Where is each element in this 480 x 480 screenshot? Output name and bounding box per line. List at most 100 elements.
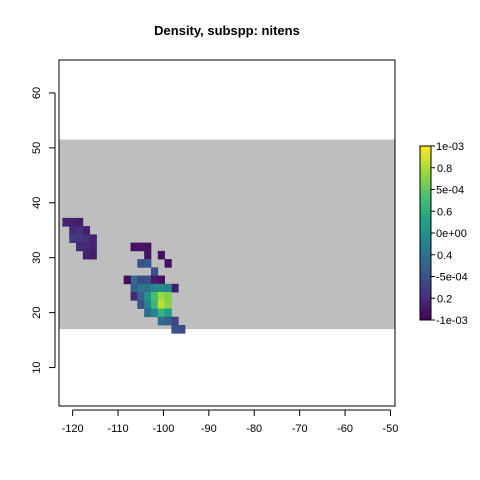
colorbar-segment <box>420 244 431 248</box>
density-cell <box>130 292 138 301</box>
colorbar-segment <box>420 180 431 185</box>
colorbar-segment <box>420 302 431 306</box>
background-band <box>59 139 395 330</box>
colorbar-segment <box>420 311 431 315</box>
colorbar-segment <box>420 154 431 159</box>
colorbar-segment <box>420 262 431 266</box>
x-tick-label: -60 <box>337 423 353 435</box>
density-cell <box>76 234 84 244</box>
colorbar-segment <box>420 293 431 298</box>
colorbar-segment <box>420 151 431 156</box>
colorbar-segment <box>420 250 431 254</box>
density-cell <box>171 316 179 326</box>
density-cell <box>164 300 172 309</box>
density-cell <box>157 292 165 301</box>
density-cell <box>82 226 91 235</box>
colorbar-segment <box>420 146 431 150</box>
density-cell <box>82 242 91 252</box>
density-cell <box>69 234 77 244</box>
colorbar-segment <box>420 172 431 176</box>
density-cell <box>89 234 97 244</box>
colorbar-segment <box>420 157 431 161</box>
colorbar-segment <box>420 259 431 263</box>
colorbar-segment <box>420 308 431 312</box>
y-tick-label: 10 <box>31 361 43 373</box>
density-cell <box>164 259 172 268</box>
density-cell <box>137 300 145 309</box>
colorbar-segment <box>420 177 431 182</box>
colorbar-segment <box>420 291 431 295</box>
colorbar-segment <box>420 279 431 283</box>
density-cell <box>123 275 131 285</box>
y-tick-label: 60 <box>31 87 43 99</box>
colorbar-segment <box>420 247 431 251</box>
colorbar-legend: -1e-03 -5e-04 0e+00 5e-04 1e-03 0.2 0.4 0.6 0.8 <box>419 141 468 327</box>
colorbar-segment <box>420 233 431 237</box>
colorbar-segment <box>420 186 431 190</box>
density-cell <box>144 275 152 285</box>
colorbar-segment <box>420 264 431 269</box>
x-tick-label: -80 <box>246 423 262 435</box>
density-cell <box>137 275 145 285</box>
density-cell <box>144 250 152 260</box>
density-cell <box>76 226 84 235</box>
y-tick-label: 30 <box>31 252 43 264</box>
colorbar-segment <box>420 198 431 202</box>
x-tick-label: -90 <box>201 423 217 435</box>
colorbar-tick-label: -1e-03 <box>436 315 468 327</box>
colorbar-segment <box>420 189 431 193</box>
density-cell <box>76 242 84 252</box>
colorbar-segment <box>420 282 431 286</box>
chart-title: Density, subspp: nitens <box>154 23 300 38</box>
colorbar-segment <box>420 235 431 240</box>
density-cell <box>76 217 84 227</box>
colorbar-segment <box>420 160 431 164</box>
density-cell <box>144 283 152 293</box>
colorbar-segment <box>420 276 431 280</box>
colorbar-segment <box>420 230 431 234</box>
colorbar-segment <box>420 224 431 228</box>
density-cell <box>178 324 186 334</box>
plot-frame <box>58 59 396 407</box>
colorbar-segment <box>420 195 431 199</box>
density-cell <box>130 275 138 285</box>
colorbar-tick-label: 0.6 <box>437 206 452 218</box>
colorbar-segment <box>420 221 431 225</box>
colorbar-segment <box>420 267 431 272</box>
density-cell <box>89 242 97 252</box>
density-cell <box>164 292 172 301</box>
density-cell <box>82 234 91 244</box>
density-cell <box>157 308 165 318</box>
x-tick-label: -110 <box>107 423 128 435</box>
density-cell <box>171 283 179 293</box>
density-cell <box>62 217 70 227</box>
density-cell <box>137 283 145 293</box>
colorbar-segment <box>420 270 431 275</box>
colorbar-segment <box>420 175 431 179</box>
density-cell <box>144 242 152 252</box>
density-cell <box>157 250 165 260</box>
colorbar-tick-label: 1e-03 <box>436 141 464 153</box>
colorbar-segment <box>420 183 431 188</box>
density-cell <box>171 324 179 334</box>
colorbar-segment <box>420 305 431 309</box>
x-axis: -120 -110 -100 -90 -80 -70 -60 -50 <box>62 409 399 435</box>
colorbar-segment <box>420 166 431 170</box>
colorbar-segment <box>420 238 431 243</box>
x-tick-label: -50 <box>383 423 399 435</box>
plot-area <box>59 139 395 330</box>
colorbar-segment <box>420 285 431 289</box>
colorbar-segment <box>420 299 431 304</box>
colorbar-segment <box>420 317 431 321</box>
density-cell <box>137 292 145 301</box>
density-cell <box>144 300 152 309</box>
colorbar-tick-label: -5e-04 <box>436 272 468 284</box>
colorbar-segment <box>420 288 431 292</box>
density-cell <box>164 308 172 318</box>
density-cell <box>130 283 138 293</box>
x-tick-label: -120 <box>62 423 84 435</box>
density-cell <box>150 283 159 293</box>
density-cell <box>69 226 77 235</box>
colorbar-segment <box>420 204 431 208</box>
colorbar-segment <box>420 218 431 222</box>
